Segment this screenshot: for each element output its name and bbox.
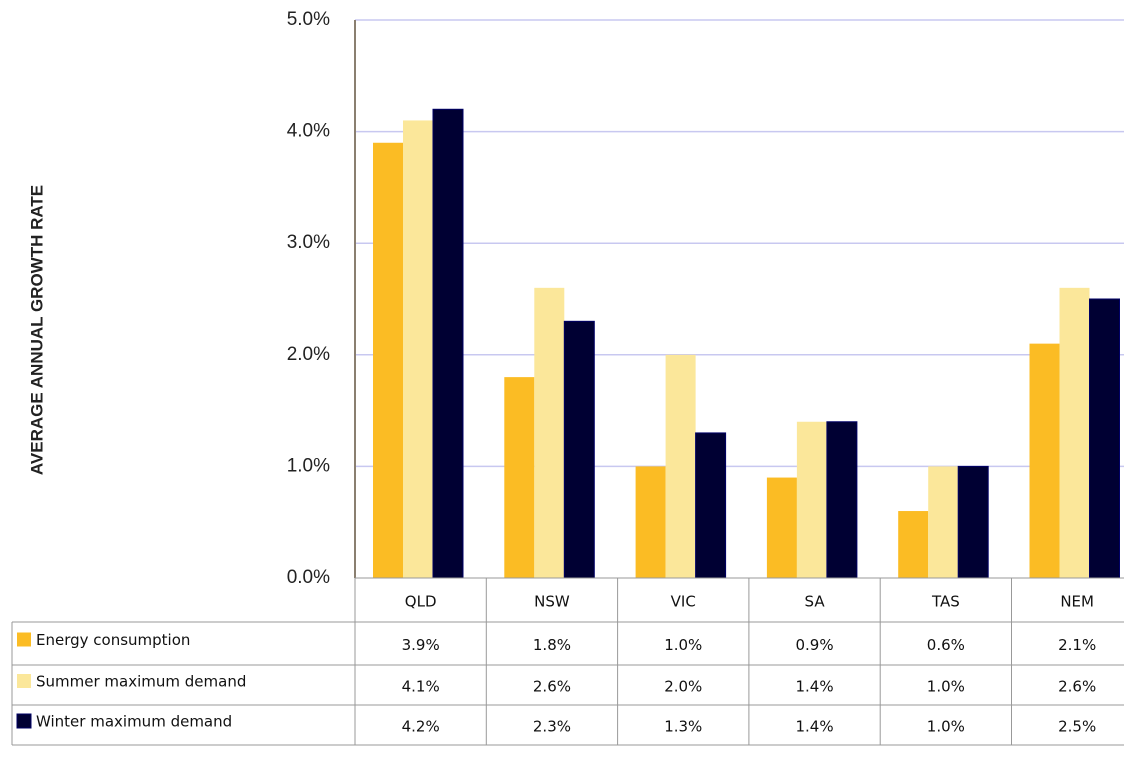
y-tick-label: 4.0% bbox=[287, 121, 330, 142]
y-tick-label: 0.0% bbox=[287, 567, 330, 588]
x-tick-label: NSW bbox=[534, 593, 570, 611]
bar bbox=[1089, 298, 1120, 579]
bar bbox=[665, 354, 696, 578]
y-tick-label: 1.0% bbox=[287, 455, 330, 476]
table-value: 0.6% bbox=[927, 636, 965, 654]
table-value: 1.0% bbox=[927, 678, 965, 696]
table-value: 3.9% bbox=[402, 636, 440, 654]
table-value: 2.0% bbox=[664, 678, 702, 696]
bar bbox=[695, 432, 727, 579]
bar bbox=[534, 287, 565, 578]
table-value: 2.1% bbox=[1058, 636, 1096, 654]
y-axis-title: AVERAGE ANNUAL GROWTH RATE bbox=[27, 185, 46, 475]
table-value: 1.4% bbox=[795, 718, 833, 736]
bar bbox=[1029, 343, 1060, 578]
x-tick-label: SA bbox=[805, 593, 826, 611]
bar bbox=[766, 477, 797, 578]
legend-swatch bbox=[16, 713, 32, 729]
bar bbox=[928, 466, 959, 578]
bar bbox=[796, 421, 827, 578]
bar bbox=[373, 142, 403, 578]
table-value: 2.3% bbox=[533, 718, 571, 736]
bar bbox=[403, 120, 433, 578]
legend-swatch bbox=[17, 674, 31, 688]
y-tick-label: 2.0% bbox=[287, 344, 330, 365]
bar bbox=[635, 466, 666, 578]
table-value: 1.3% bbox=[664, 718, 702, 736]
bar bbox=[504, 377, 535, 578]
bar bbox=[898, 511, 929, 578]
x-tick-label: QLD bbox=[405, 593, 437, 611]
bar bbox=[1059, 287, 1090, 578]
x-tick-label: NEM bbox=[1060, 593, 1094, 611]
y-tick-label: 3.0% bbox=[287, 232, 330, 253]
x-tick-label: TAS bbox=[931, 593, 960, 611]
bar bbox=[432, 108, 464, 579]
table-value: 2.5% bbox=[1058, 718, 1096, 736]
legend-label: Winter maximum demand bbox=[36, 713, 232, 731]
bar bbox=[563, 320, 595, 579]
y-tick-label: 5.0% bbox=[287, 9, 330, 30]
table-value: 1.0% bbox=[927, 718, 965, 736]
table-value: 1.0% bbox=[664, 636, 702, 654]
x-tick-label: VIC bbox=[671, 593, 696, 611]
legend-label: Summer maximum demand bbox=[36, 673, 246, 691]
table-value: 2.6% bbox=[1058, 678, 1096, 696]
legend-swatch bbox=[17, 632, 31, 647]
table-value: 4.2% bbox=[402, 718, 440, 736]
bar bbox=[826, 421, 858, 579]
table-value: 0.9% bbox=[795, 636, 833, 654]
table-value: 4.1% bbox=[402, 678, 440, 696]
bar bbox=[957, 465, 989, 579]
table-value: 1.4% bbox=[795, 678, 833, 696]
table-value: 2.6% bbox=[533, 678, 571, 696]
table-value: 1.8% bbox=[533, 636, 571, 654]
legend-label: Energy consumption bbox=[36, 631, 190, 649]
